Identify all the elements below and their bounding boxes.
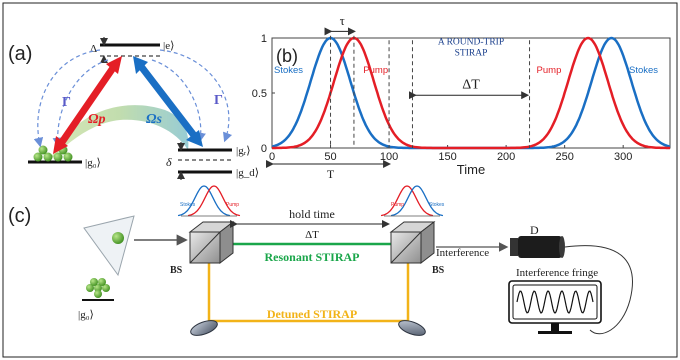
omega-s-arrow [133, 56, 203, 147]
decay-left-inner [52, 59, 109, 148]
x-tick-label: 50 [324, 151, 336, 163]
mini-pulse [390, 185, 444, 217]
transfer-swoosh [50, 105, 189, 160]
x-tick-label: 250 [555, 151, 573, 163]
detector [510, 236, 565, 258]
source-atom [112, 232, 124, 244]
chart-axis-ticks: 0 50 100 150 200 250 300 0 0.5 1 Time [252, 33, 633, 177]
mini-pulse [380, 185, 434, 217]
level-gr-label: |gᵣ⟩ [236, 145, 251, 157]
x-tick-label: 200 [497, 151, 515, 163]
detuning-delta-label: δ [166, 155, 172, 169]
mirror-left [190, 320, 218, 336]
omega-p-arrow [53, 56, 122, 154]
mini-pulses-right [380, 185, 444, 217]
panel-a-label: (a) [8, 43, 32, 65]
interference-label: Interference [436, 247, 489, 259]
x-axis-label: Time [457, 162, 485, 177]
series-pump [272, 36, 670, 150]
mini-pulses-left [177, 185, 241, 217]
decay-right-inner [151, 59, 206, 143]
y-tick-label: 1 [261, 33, 267, 45]
atom-source: |g₀⟩ [78, 215, 135, 321]
omega-p-label: Ωp [88, 112, 105, 127]
decay-left-outer [33, 49, 101, 148]
resonant-label: Resonant STIRAP [264, 250, 359, 264]
mini-stokes-right: Stokes [429, 202, 445, 208]
y-tick-label: 0.5 [252, 88, 267, 100]
detuned-path [207, 262, 410, 323]
mini-pulse [177, 185, 231, 217]
tau-label: τ [340, 13, 345, 28]
panel-c-label: (c) [8, 205, 31, 227]
bs-right-label: BS [432, 265, 445, 276]
chart-curves [271, 36, 671, 150]
mirror-right [398, 320, 426, 336]
beam-splitter-right [389, 220, 436, 265]
mini-stokes-left: Stokes [180, 202, 196, 208]
fringe-wave [516, 290, 594, 314]
gamma-left-label: Γ [62, 95, 71, 110]
x-tick-label: 150 [438, 151, 456, 163]
fringe-label: Interference fringe [516, 267, 598, 279]
fringe-monitor [508, 280, 602, 334]
y-tick-label: 0 [261, 143, 267, 155]
bs-left-label: BS [170, 265, 183, 276]
delta-t-label: ΔT [462, 78, 480, 93]
round-trip-title-line2: STIRAP [455, 49, 488, 59]
level-gd-label: |g_d⟩ [236, 167, 259, 179]
level-g0-label: |g₀⟩ [85, 157, 101, 169]
stokes-left-label: Stokes [274, 65, 303, 76]
pump-right-label: Pump [537, 65, 562, 76]
mini-pump-left: Pump [226, 202, 239, 208]
hold-time-delta-label: ΔT [305, 229, 319, 241]
hold-time-label: hold time [289, 207, 335, 221]
pump-left-label: Pump [363, 65, 388, 76]
stokes-right-label: Stokes [629, 65, 658, 76]
pulse-chart: 0 50 100 150 200 250 300 0 0.5 1 Time τ A ROUND-TRI… [252, 13, 671, 181]
period-label: T [327, 167, 335, 181]
gamma-right-label: Γ [214, 93, 223, 108]
mini-pulse [187, 185, 241, 217]
omega-s-label: Ωs [146, 112, 162, 127]
trapped-atoms [86, 278, 110, 298]
round-trip-title-line1: A ROUND-TRIP [438, 38, 504, 48]
level-e-label: |e⟩ [163, 40, 174, 52]
detector-label: D [530, 223, 539, 237]
mini-pump-right: Pump [391, 202, 404, 208]
detuned-label: Detuned STIRAP [267, 307, 357, 321]
detuning-Delta-label: Δ [90, 43, 97, 55]
x-tick-label: 0 [269, 151, 275, 163]
decay-right-outer [159, 49, 233, 143]
atom-cluster-g0 [33, 145, 73, 162]
x-tick-label: 100 [380, 151, 398, 163]
detector-cable [564, 245, 633, 335]
panel-b-label: (b) [276, 46, 298, 66]
x-tick-label: 300 [614, 151, 632, 163]
g0-label-c: |g₀⟩ [78, 309, 94, 321]
beam-splitter-left [188, 220, 235, 265]
